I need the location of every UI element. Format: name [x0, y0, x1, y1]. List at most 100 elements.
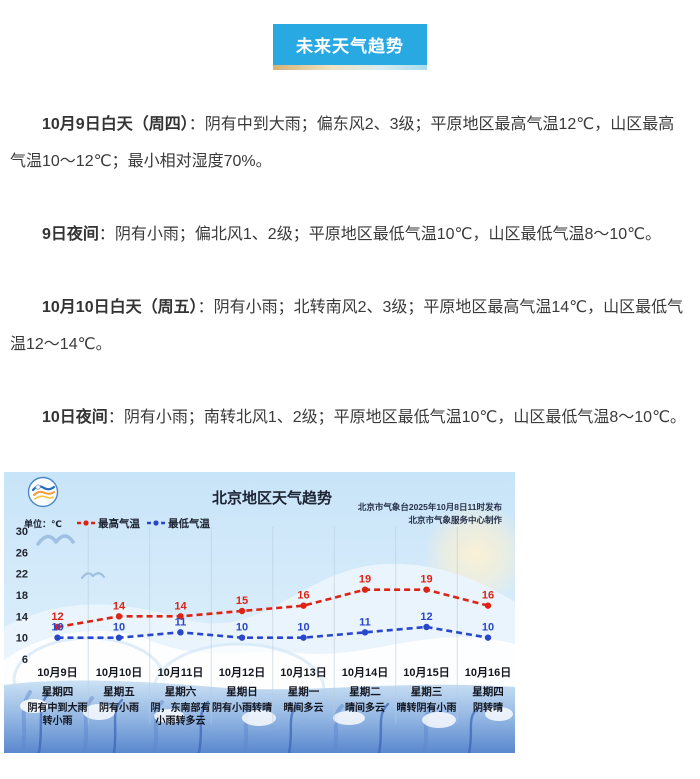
data-point-label: 11 [359, 616, 371, 628]
x-date-label: 10月12日 [219, 666, 265, 679]
x-date-label: 10月11日 [158, 666, 204, 679]
x-weather-label: 晴间多云 [345, 701, 385, 714]
section-title-label: 未来天气趋势 [296, 37, 404, 56]
data-point [115, 613, 123, 620]
forecast-paragraph: 10日夜间：阴有小雨；南转北风1、2级；平原地区最低气温10℃，山区最低气温8～… [10, 399, 690, 436]
data-point-label: 10 [297, 622, 309, 634]
legend-marker [83, 520, 89, 526]
x-weekday-label: 星期日 [226, 685, 258, 698]
title-underline-strip [273, 65, 427, 70]
weather-trend-chart: 北京地区天气趋势 北京市气象台2025年10月8日11时发布 北京市气象服务中心… [4, 472, 528, 755]
data-point [177, 613, 184, 620]
x-weather-label: 阴有中到大雨 [28, 701, 88, 714]
data-point [300, 634, 307, 641]
x-weather-label: 转小雨 [43, 714, 73, 727]
data-point [300, 602, 307, 609]
y-tick-label: 6 [22, 654, 28, 666]
data-point-label: 19 [420, 574, 432, 586]
x-weekday-label: 星期二 [349, 685, 381, 698]
legend-marker [153, 520, 159, 526]
y-tick-label: 14 [16, 611, 29, 623]
forecast-period-label: 10月10日白天（周五） [42, 299, 198, 316]
y-tick-label: 30 [16, 526, 28, 538]
data-point [361, 586, 369, 593]
series-line [57, 625, 489, 639]
legend-label: 最高气温 [98, 517, 140, 530]
x-weather-label: 阴，东南部有 [151, 701, 211, 714]
data-point-label: 10 [113, 622, 125, 634]
chart-unit-label: 单位：℃ [24, 518, 62, 529]
data-point-label: 12 [420, 611, 432, 623]
x-weather-label: 晴转阴有小雨 [397, 701, 457, 714]
y-tick-label: 26 [16, 547, 28, 559]
x-weekday-label: 星期三 [411, 685, 443, 698]
legend-label: 最低气温 [168, 517, 210, 530]
forecast-period-label: 10日夜间 [42, 409, 108, 426]
data-point [238, 607, 246, 615]
forecast-paragraph: 9日夜间：阴有小雨；偏北风1、2级；平原地区最低气温10℃，山区最低气温8～10… [10, 216, 690, 253]
chart-background [4, 472, 528, 755]
weather-trend-chart-svg: 北京地区天气趋势 北京市气象台2025年10月8日11时发布 北京市气象服务中心… [4, 472, 528, 755]
y-tick-label: 10 [16, 633, 28, 645]
forecast-detail: ：阴有小雨；南转北风1、2级；平原地区最低气温10℃，山区最低气温8～10℃。 [107, 409, 687, 426]
series-line [57, 588, 489, 629]
x-date-label: 10月15日 [403, 666, 449, 679]
data-point-label: 14 [174, 600, 187, 612]
x-weather-label: 小雨转多云 [155, 714, 206, 727]
y-tick-label: 18 [16, 590, 28, 602]
forecast-detail: ：阴有小雨；北转南风2、3级；平原地区最高气温14℃，山区最低气温12～14℃。 [10, 299, 684, 353]
forecast-detail: ：阴有小雨；偏北风1、2级；平原地区最低气温10℃，山区最低气温8～10℃。 [98, 226, 662, 243]
data-point-label: 10 [236, 622, 248, 634]
x-date-label: 10月10日 [96, 666, 142, 679]
data-point [54, 634, 61, 641]
x-date-label: 10月9日 [37, 666, 77, 679]
x-weekday-label: 星期五 [103, 685, 135, 698]
data-point-label: 16 [297, 590, 309, 602]
x-weekday-label: 星期一 [288, 685, 320, 698]
data-point-label: 19 [359, 574, 371, 586]
x-weekday-label: 星期四 [42, 685, 74, 698]
x-date-label: 10月14日 [342, 666, 388, 679]
x-weekday-label: 星期四 [472, 685, 504, 698]
forecast-paragraph: 10月10日白天（周五）：阴有小雨；北转南风2、3级；平原地区最高气温14℃，山… [10, 289, 690, 363]
data-point-label: 11 [175, 616, 187, 628]
x-weekday-label: 星期六 [165, 685, 197, 698]
x-weather-label: 阴有小雨转晴 [212, 701, 272, 714]
data-point-label: 14 [113, 600, 126, 612]
chart-publish-line2: 北京市气象服务中心制作 [408, 515, 502, 525]
section-header: 未来天气趋势 [0, 24, 700, 70]
forecast-period-label: 10月9日白天（周四） [42, 116, 189, 133]
x-date-label: 10月13日 [280, 666, 326, 679]
data-point [238, 634, 246, 641]
data-point [484, 602, 492, 609]
forecast-detail: ：阴有中到大雨；偏东风2、3级；平原地区最高气温12℃，山区最高气温10～12℃… [10, 116, 675, 170]
forecast-paragraph: 10月9日白天（周四）：阴有中到大雨；偏东风2、3级；平原地区最高气温12℃，山… [10, 106, 690, 180]
x-weather-label: 晴间多云 [284, 701, 324, 714]
data-point [177, 629, 184, 636]
data-point [484, 634, 492, 641]
data-point [423, 586, 430, 593]
section-title-button[interactable]: 未来天气趋势 [273, 24, 427, 65]
meteorological-logo-icon [27, 476, 59, 508]
data-point [54, 623, 61, 631]
chart-publish-line1: 北京市气象台2025年10月8日11时发布 [358, 502, 503, 512]
x-weather-label: 阴有小雨 [99, 701, 139, 714]
forecast-text: 10月9日白天（周四）：阴有中到大雨；偏东风2、3级；平原地区最高气温12℃，山… [0, 106, 700, 436]
data-point-label: 10 [51, 622, 63, 634]
x-weather-label: 阴转晴 [473, 701, 503, 714]
data-point [423, 623, 430, 631]
forecast-period-label: 9日夜间 [42, 226, 99, 243]
data-point [361, 629, 369, 636]
data-point-label: 12 [51, 611, 63, 623]
reeds [20, 690, 513, 755]
data-point-label: 10 [482, 622, 494, 634]
chart-title: 北京地区天气趋势 [212, 489, 332, 507]
data-point-label: 15 [236, 595, 248, 607]
data-point [115, 634, 123, 641]
y-tick-label: 22 [16, 569, 28, 581]
data-point-label: 16 [482, 590, 494, 602]
x-date-label: 10月16日 [465, 666, 511, 679]
bird-icon [36, 534, 106, 580]
